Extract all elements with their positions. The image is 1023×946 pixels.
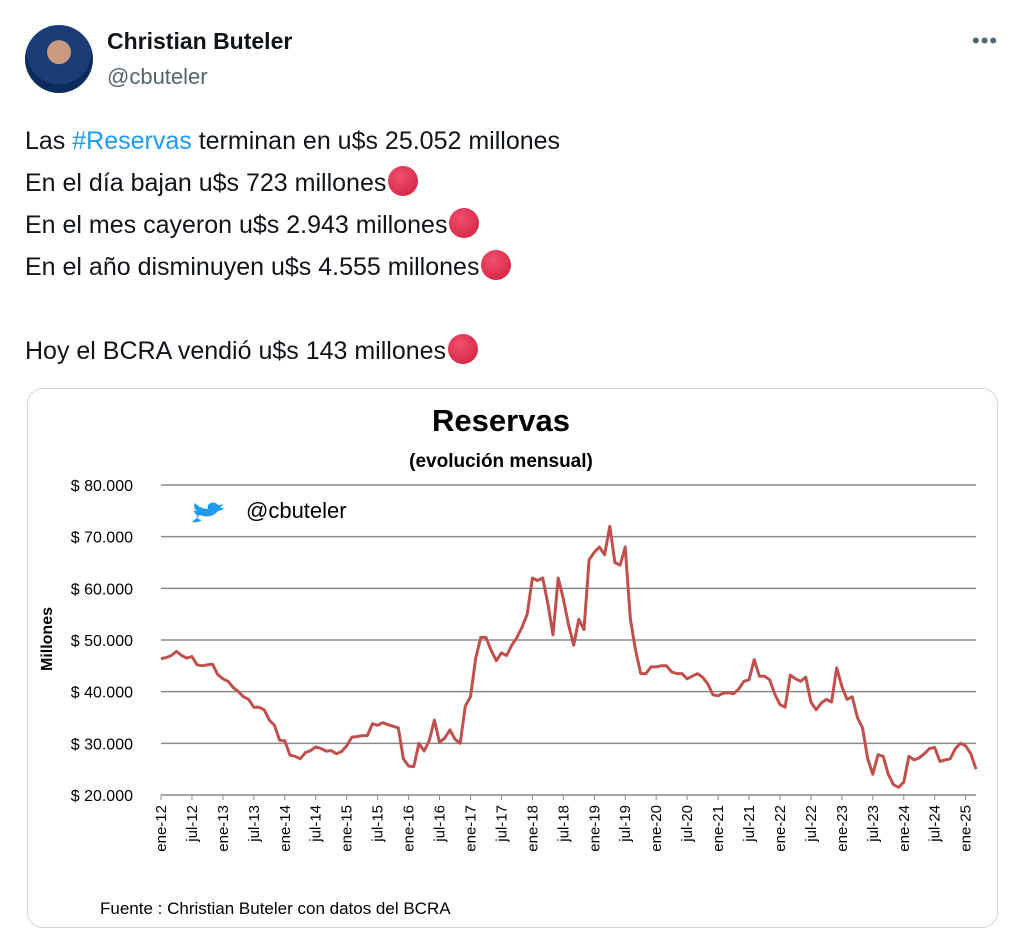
y-tick-label: $ 80.000 bbox=[71, 478, 133, 495]
chart: Reservas (evolución mensual) Millones @c… bbox=[39, 403, 978, 918]
chart-image[interactable]: Reservas (evolución mensual) Millones @c… bbox=[27, 388, 998, 928]
red-circle-emoji bbox=[448, 334, 479, 364]
x-tick-label: jul-14 bbox=[308, 805, 325, 843]
y-tick-label: $ 60.000 bbox=[71, 581, 133, 598]
tweet-text: Las #Reservas terminan en u$s 25.052 mil… bbox=[25, 120, 560, 372]
x-tick-label: ene-12 bbox=[153, 805, 170, 852]
red-circle-emoji bbox=[388, 166, 419, 196]
x-tick-label: jul-20 bbox=[679, 805, 696, 843]
x-tick-label: ene-15 bbox=[339, 805, 356, 852]
text: En el día bajan u$s 723 millones bbox=[25, 169, 387, 197]
text: En el año disminuyen u$s 4.555 millones bbox=[25, 253, 480, 281]
y-tick-label: $ 20.000 bbox=[71, 788, 133, 805]
x-tick-label: ene-24 bbox=[896, 805, 913, 852]
twitter-bird bbox=[192, 502, 224, 523]
text: terminan en u$s 25.052 millones bbox=[191, 127, 561, 155]
author-handle[interactable]: @cbuteler bbox=[107, 64, 208, 89]
red-circle-emoji bbox=[449, 208, 480, 238]
x-tick-label: ene-17 bbox=[462, 805, 479, 852]
text-line: En el año disminuyen u$s 4.555 millones bbox=[25, 246, 560, 288]
x-tick-label: ene-13 bbox=[215, 805, 232, 852]
text: En el mes cayeron u$s 2.943 millones bbox=[25, 211, 448, 239]
x-tick-label: ene-19 bbox=[586, 805, 603, 852]
x-tick-label: jul-13 bbox=[246, 805, 263, 843]
author-name[interactable]: Christian Buteler bbox=[107, 28, 293, 54]
x-tick-label: jul-23 bbox=[865, 805, 882, 843]
x-tick-label: ene-23 bbox=[834, 805, 851, 852]
text-line: En el mes cayeron u$s 2.943 millones bbox=[25, 204, 560, 246]
text: Hoy el BCRA vendió u$s 143 millones bbox=[25, 337, 447, 365]
red-circle-emoji bbox=[481, 250, 512, 280]
text-line: Hoy el BCRA vendió u$s 143 millones bbox=[25, 330, 560, 372]
x-tick-label: jul-18 bbox=[555, 805, 572, 843]
x-tick-label: ene-20 bbox=[648, 805, 665, 852]
data-line bbox=[160, 524, 978, 789]
chart-subtitle: (evolución mensual) bbox=[409, 451, 593, 472]
text-line: En el día bajan u$s 723 millones bbox=[25, 162, 560, 204]
chart-title: Reservas bbox=[432, 403, 570, 438]
more-menu[interactable]: ••• bbox=[972, 28, 999, 53]
text-line: Las #Reservas terminan en u$s 25.052 mil… bbox=[25, 120, 560, 162]
watermark: @cbuteler bbox=[246, 498, 347, 523]
hashtag[interactable]: #Reservas bbox=[72, 127, 192, 155]
x-tick-label: ene-14 bbox=[277, 805, 294, 852]
x-tick-label: ene-25 bbox=[958, 805, 975, 852]
x-tick-label: jul-12 bbox=[184, 805, 201, 843]
x-tick-label: jul-21 bbox=[741, 805, 758, 843]
x-tick-label: jul-19 bbox=[617, 805, 634, 843]
x-tick-label: jul-15 bbox=[370, 805, 387, 843]
y-tick-label: $ 40.000 bbox=[71, 685, 133, 702]
text: Las bbox=[25, 127, 73, 155]
y-axis-label: Millones bbox=[39, 607, 56, 671]
source-note: Fuente : Christian Buteler con datos del… bbox=[100, 899, 451, 918]
x-tick-label: ene-16 bbox=[401, 805, 418, 852]
x-tick-label: jul-16 bbox=[432, 805, 449, 843]
y-tick-label: $ 30.000 bbox=[71, 736, 133, 753]
x-tick-label: jul-17 bbox=[493, 805, 510, 843]
x-tick-label: ene-18 bbox=[524, 805, 541, 852]
y-tick-label: $ 70.000 bbox=[71, 530, 133, 547]
avatar[interactable] bbox=[25, 25, 93, 93]
x-tick-label: ene-21 bbox=[710, 805, 727, 852]
x-tick-label: ene-22 bbox=[772, 805, 789, 852]
y-tick-label: $ 50.000 bbox=[71, 633, 133, 650]
x-tick-label: jul-22 bbox=[803, 805, 820, 843]
x-tick-label: jul-24 bbox=[927, 805, 944, 843]
